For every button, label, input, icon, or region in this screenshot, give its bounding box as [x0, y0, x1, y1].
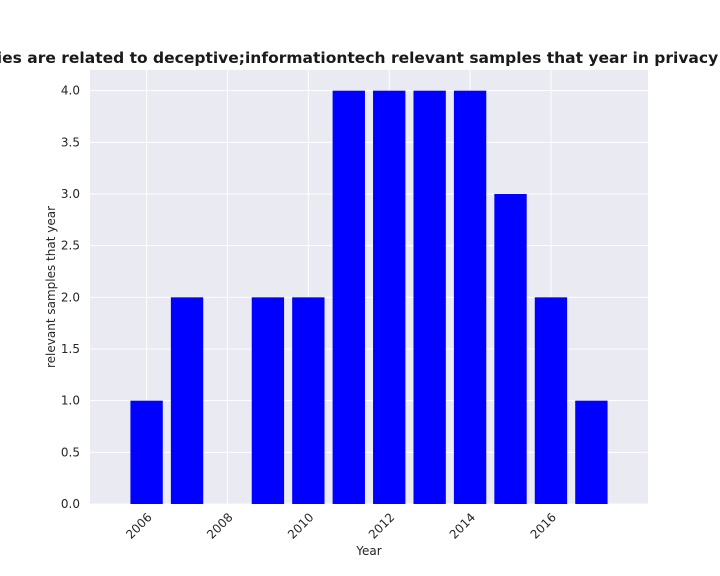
x-tick-label: 2016: [528, 510, 559, 541]
y-tick-label: 0.0: [61, 497, 80, 511]
bar-2010: [292, 297, 325, 504]
bar-2011: [332, 90, 365, 505]
bar-2017: [575, 400, 608, 504]
bars: [130, 90, 608, 505]
y-axis-ticks: 0.0 0.5 1.0 1.5 2.0 2.5 3.0 3.5 4.0: [61, 84, 80, 511]
y-tick-label: 1.0: [61, 394, 80, 408]
bar-2006: [130, 400, 163, 504]
y-tick-label: 2.5: [61, 239, 80, 253]
y-tick-label: 0.5: [61, 445, 80, 459]
y-tick-label: 3.0: [61, 187, 80, 201]
x-tick-label: 2014: [447, 510, 478, 541]
bar-2007: [170, 297, 204, 504]
bar-2013: [413, 90, 446, 505]
bar-2009: [251, 297, 285, 504]
y-tick-label: 3.5: [61, 135, 80, 149]
x-tick-label: 2012: [366, 510, 397, 541]
y-axis-label: relevant samples that year: [44, 206, 58, 368]
x-tick-label: 2008: [204, 510, 235, 541]
bar-2016: [534, 297, 568, 504]
x-axis-label: Year: [355, 544, 381, 558]
x-axis-ticks: 2006 2008 2010 2012 2014 2016: [123, 510, 559, 541]
bar-2015: [494, 194, 527, 504]
bar-2014: [453, 90, 487, 505]
x-tick-label: 2006: [123, 510, 154, 541]
x-tick-label: 2010: [285, 510, 316, 541]
y-tick-label: 1.5: [61, 342, 80, 356]
y-tick-label: 2.0: [61, 290, 80, 304]
chart-title: ategories are related to deceptive;infor…: [0, 49, 720, 67]
bar-2012: [373, 90, 406, 505]
y-tick-label: 4.0: [61, 84, 80, 98]
